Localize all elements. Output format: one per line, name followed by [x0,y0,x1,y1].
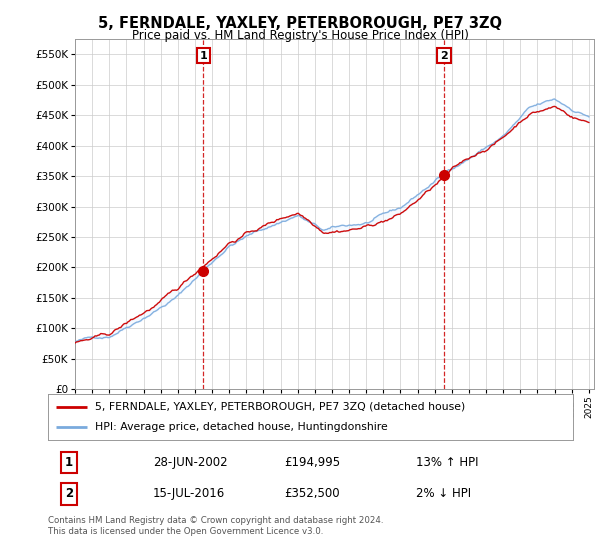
Text: 15-JUL-2016: 15-JUL-2016 [153,487,225,501]
Text: 5, FERNDALE, YAXLEY, PETERBOROUGH, PE7 3ZQ: 5, FERNDALE, YAXLEY, PETERBOROUGH, PE7 3… [98,16,502,31]
Text: Price paid vs. HM Land Registry's House Price Index (HPI): Price paid vs. HM Land Registry's House … [131,29,469,42]
Text: 1: 1 [199,50,207,60]
Text: 13% ↑ HPI: 13% ↑ HPI [415,456,478,469]
Text: 1: 1 [65,456,73,469]
Text: £352,500: £352,500 [284,487,340,501]
Text: £194,995: £194,995 [284,456,340,469]
Text: HPI: Average price, detached house, Huntingdonshire: HPI: Average price, detached house, Hunt… [95,422,388,432]
Text: 5, FERNDALE, YAXLEY, PETERBOROUGH, PE7 3ZQ (detached house): 5, FERNDALE, YAXLEY, PETERBOROUGH, PE7 3… [95,402,466,412]
Text: 2: 2 [440,50,448,60]
Text: 2% ↓ HPI: 2% ↓ HPI [415,487,470,501]
Text: 2: 2 [65,487,73,501]
Text: Contains HM Land Registry data © Crown copyright and database right 2024.
This d: Contains HM Land Registry data © Crown c… [48,516,383,536]
Text: 28-JUN-2002: 28-JUN-2002 [153,456,227,469]
